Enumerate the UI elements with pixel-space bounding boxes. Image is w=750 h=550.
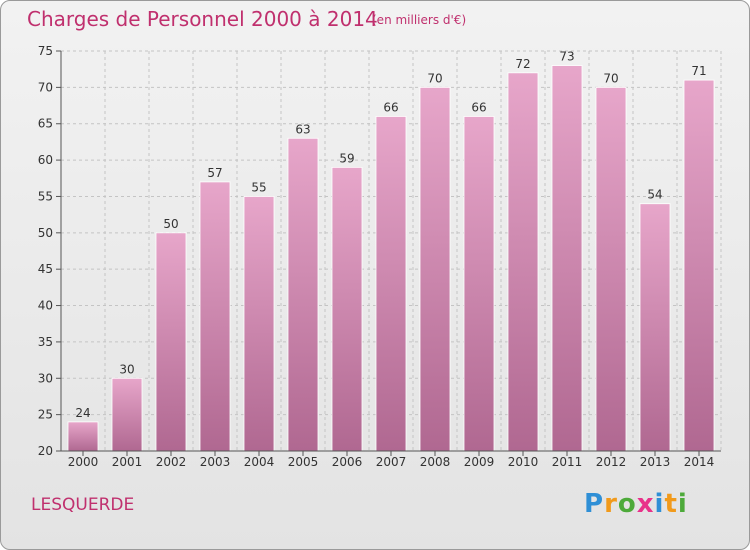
x-tick-label: 2011 [552, 455, 583, 469]
data-label: 30 [119, 362, 134, 376]
data-label: 73 [559, 50, 574, 64]
bar-2003 [199, 181, 231, 452]
commune-name: LESQUERDE [31, 495, 135, 515]
bar-2005 [287, 137, 319, 452]
x-tick-label: 2004 [244, 455, 275, 469]
data-label: 54 [647, 188, 662, 202]
data-label: 63 [295, 122, 310, 136]
bar-2014 [683, 79, 715, 452]
data-label: 70 [427, 71, 442, 85]
data-label: 55 [251, 180, 266, 194]
y-tick-label: 20 [38, 444, 53, 458]
logo-letter: P [584, 489, 605, 519]
y-tick-label: 60 [38, 153, 53, 167]
x-tick-label: 2005 [288, 455, 319, 469]
data-label: 72 [515, 57, 530, 71]
y-tick-label: 25 [38, 408, 53, 422]
logo-letter: i [654, 489, 665, 519]
y-tick-label: 75 [38, 44, 53, 58]
bar-2007 [375, 116, 407, 452]
logo-letter: o [617, 489, 637, 519]
x-tick-label: 2001 [112, 455, 143, 469]
y-tick-label: 50 [38, 226, 53, 240]
chart-unit: (en milliers d'€) [372, 13, 467, 27]
logo-letter: x [636, 489, 655, 519]
data-label: 66 [383, 100, 398, 114]
bar-2012 [595, 86, 627, 452]
x-tick-label: 2002 [156, 455, 187, 469]
x-tick-label: 2012 [596, 455, 627, 469]
bar-2009 [463, 116, 495, 452]
logo-letter: t [664, 489, 678, 519]
x-tick-label: 2003 [200, 455, 231, 469]
y-tick-label: 35 [38, 335, 53, 349]
data-label: 24 [75, 406, 90, 420]
chart-title: Charges de Personnel 2000 à 2014 [27, 7, 378, 31]
x-tick-label: 2006 [332, 455, 363, 469]
y-tick-label: 45 [38, 262, 53, 276]
bar-2010 [507, 72, 539, 452]
bar-2008 [419, 86, 451, 452]
bars [67, 65, 715, 452]
y-tick-label: 30 [38, 371, 53, 385]
y-tick-label: 40 [38, 299, 53, 313]
bar-2013 [639, 203, 671, 452]
data-label: 70 [603, 71, 618, 85]
x-tick-label: 2000 [68, 455, 99, 469]
x-tick-label: 2009 [464, 455, 495, 469]
y-tick-label: 55 [38, 189, 53, 203]
y-tick-label: 70 [38, 80, 53, 94]
logo-letter: i [677, 489, 688, 519]
logo-letter: r [604, 489, 618, 519]
bar-2006 [331, 166, 363, 452]
data-label: 66 [471, 100, 486, 114]
data-label: 57 [207, 166, 222, 180]
bar-2002 [155, 232, 187, 452]
labels: 20 25 30 35 40 45 50 55 60 65 70 75 24 2000 30 2001 50 20… [38, 44, 715, 469]
data-label: 50 [163, 217, 178, 231]
bar-2004 [243, 196, 275, 452]
x-tick-label: 2013 [640, 455, 671, 469]
axes [56, 50, 721, 456]
x-tick-label: 2014 [684, 455, 715, 469]
bar-2000 [67, 421, 99, 452]
x-tick-label: 2007 [376, 455, 407, 469]
data-label: 59 [339, 151, 354, 165]
bar-2011 [551, 65, 583, 452]
data-label: 71 [691, 64, 706, 78]
y-tick-label: 65 [38, 117, 53, 131]
proxiti-logo: Proxiti [584, 489, 688, 519]
x-tick-label: 2010 [508, 455, 539, 469]
bar-2001 [111, 377, 143, 452]
x-tick-label: 2008 [420, 455, 451, 469]
